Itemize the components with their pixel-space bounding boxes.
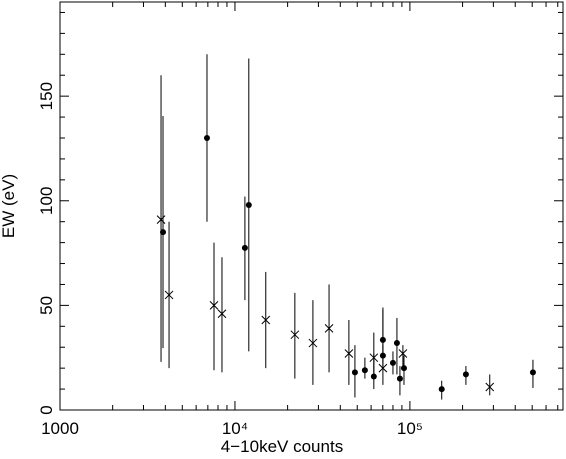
point [485, 382, 495, 392]
point [462, 371, 469, 378]
point [369, 353, 379, 363]
point [156, 215, 166, 224]
point [389, 359, 396, 366]
x-axis-label: 4−10keV counts [221, 437, 343, 456]
point [393, 340, 400, 347]
point [203, 135, 210, 141]
point [370, 373, 377, 380]
point [378, 363, 388, 373]
point [241, 244, 248, 251]
x-tick-label: 1000 [41, 419, 79, 438]
x-tick-label: 10⁴ [222, 419, 248, 438]
point [217, 309, 227, 319]
point [529, 369, 536, 376]
point [290, 330, 300, 340]
point [164, 290, 174, 300]
point [396, 375, 403, 382]
point [324, 324, 334, 333]
point [261, 315, 271, 325]
point [438, 386, 445, 393]
point [308, 338, 318, 348]
point [361, 367, 368, 374]
y-tick-label: 50 [37, 296, 56, 315]
y-tick-label: 100 [37, 187, 56, 215]
point [398, 349, 408, 358]
point [351, 369, 358, 376]
y-tick-label: 0 [37, 405, 56, 414]
y-axis-label: EW (eV) [0, 174, 18, 238]
plot-frame [59, 1, 564, 411]
point [209, 301, 219, 310]
point [400, 365, 407, 372]
y-tick-label: 150 [37, 82, 56, 110]
point [245, 201, 252, 208]
point [344, 349, 354, 358]
x-tick-label: 10⁵ [397, 419, 423, 438]
